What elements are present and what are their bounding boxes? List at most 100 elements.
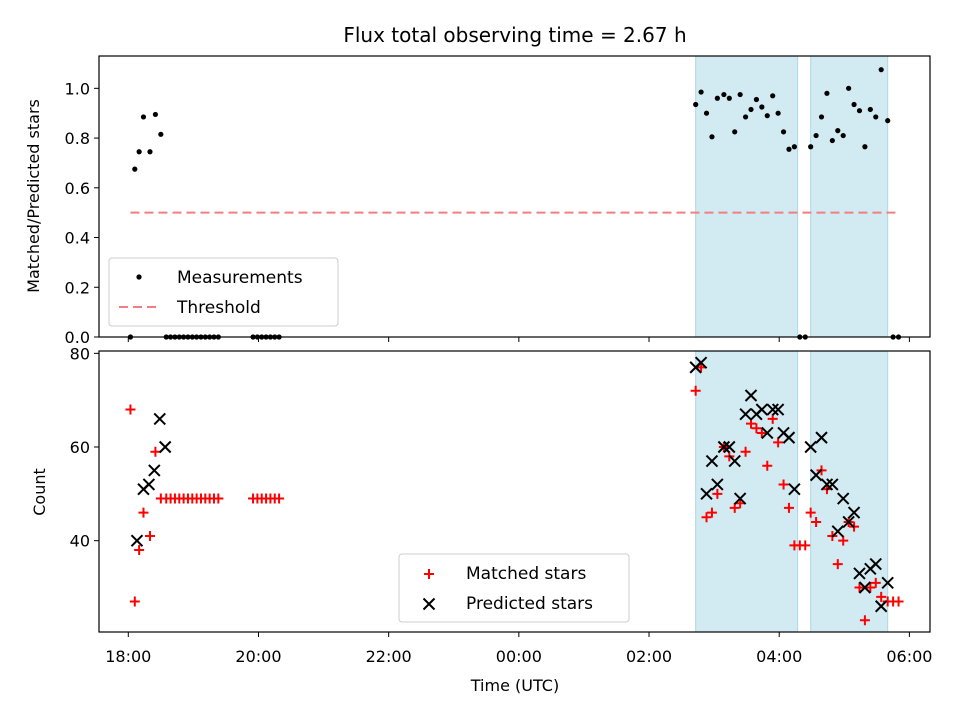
matched-star-point bbox=[767, 413, 778, 424]
predicted-star-point bbox=[826, 478, 839, 491]
measurement-point bbox=[714, 95, 720, 101]
measurement-point bbox=[873, 114, 879, 120]
bottom-legend: Matched stars Predicted stars bbox=[398, 553, 630, 623]
measurement-point bbox=[742, 114, 749, 120]
matched-star-point bbox=[706, 507, 717, 518]
matched-star-point bbox=[740, 446, 751, 457]
chart-title: Flux total observing time = 2.67 h bbox=[343, 23, 686, 47]
predicted-star-point bbox=[853, 567, 866, 580]
measurement-point bbox=[737, 91, 743, 98]
matched-star-point bbox=[773, 437, 784, 448]
y-tick-label: 80 bbox=[70, 344, 90, 363]
matched-star-point bbox=[134, 545, 145, 556]
predicted-star-point bbox=[881, 576, 894, 590]
x-tick-label: 04:00 bbox=[756, 647, 802, 666]
top-axes-frame bbox=[98, 55, 931, 338]
top-legend: Measurements Threshold bbox=[108, 257, 339, 327]
predicted-star-point bbox=[755, 403, 769, 416]
x-tick-label: 18:00 bbox=[105, 647, 151, 666]
measurement-point bbox=[878, 67, 884, 73]
x-tick-label: 02:00 bbox=[626, 647, 672, 666]
matched-star-point bbox=[893, 596, 904, 607]
measurement-point bbox=[885, 118, 891, 124]
measurement-point bbox=[840, 132, 846, 139]
x-tick-label: 00:00 bbox=[496, 647, 542, 666]
x-tick-label: 22:00 bbox=[366, 647, 412, 666]
y-tick-label: 0.6 bbox=[65, 179, 90, 198]
legend-matched-marker bbox=[424, 569, 434, 579]
predicted-star-point bbox=[766, 403, 779, 416]
measurement-point bbox=[721, 91, 727, 98]
top-axes: 0.0 0.2 0.4 0.6 0.8 1.0 Matched/Predicted sta… bbox=[24, 55, 931, 347]
predicted-star-point bbox=[782, 431, 796, 444]
matched-star-point bbox=[274, 493, 285, 504]
predicted-star-point bbox=[837, 492, 850, 505]
measurement-point bbox=[862, 144, 868, 150]
bottom-legend-box bbox=[398, 553, 630, 623]
measurement-point bbox=[726, 95, 732, 101]
observing-window-1 bbox=[695, 55, 799, 338]
legend-threshold-label: Threshold bbox=[176, 298, 261, 318]
y-tick-label: 0.4 bbox=[65, 229, 90, 248]
y-tick-label: 1.0 bbox=[65, 79, 90, 98]
matched-star-point bbox=[865, 582, 876, 593]
predicted-star-point bbox=[771, 403, 785, 416]
y-tick-label: 0.2 bbox=[65, 278, 90, 297]
measurement-point bbox=[818, 114, 825, 120]
x-tick-label: 06:00 bbox=[886, 647, 932, 666]
measurement-point bbox=[770, 93, 776, 99]
predicted-star-point bbox=[733, 492, 747, 505]
predicted-star-point bbox=[153, 412, 166, 426]
observing-window-2 bbox=[810, 350, 889, 633]
measurement-point bbox=[775, 110, 781, 116]
measurement-point bbox=[846, 85, 852, 91]
matched-star-point bbox=[138, 507, 149, 518]
legend-predicted-marker bbox=[422, 597, 436, 611]
matched-star-point bbox=[125, 404, 136, 415]
predicted-star-point bbox=[809, 468, 823, 482]
bottom-axes: 40 60 80 18:00 20:00 22:00 00:00 02:00 04:00 06:0… bbox=[30, 344, 932, 695]
measurement-point bbox=[786, 146, 792, 152]
matched-star-point bbox=[783, 502, 794, 513]
matched-star-point bbox=[129, 596, 140, 607]
matched-star-point bbox=[751, 423, 762, 434]
predicted-star-point bbox=[728, 454, 741, 468]
matched-star-point bbox=[729, 502, 740, 513]
matched-star-point bbox=[778, 479, 789, 490]
predicted-star-point bbox=[788, 482, 801, 496]
measurement-point bbox=[748, 106, 754, 113]
predicted-star-point bbox=[739, 408, 752, 421]
measurement-point bbox=[698, 89, 704, 95]
observing-window-2 bbox=[810, 55, 889, 338]
y-tick-label: 60 bbox=[70, 438, 90, 457]
predicted-star-point bbox=[694, 356, 708, 369]
measurement-point bbox=[759, 104, 765, 110]
measurement-point bbox=[867, 106, 873, 113]
matched-star-point bbox=[876, 591, 887, 602]
y-tick-label: 0.8 bbox=[65, 129, 90, 148]
measurement-point bbox=[824, 90, 830, 96]
measurement-point bbox=[152, 111, 159, 118]
measurement-point bbox=[835, 128, 841, 134]
predicted-star-point bbox=[723, 440, 736, 454]
matched-star-point bbox=[690, 385, 701, 396]
predicted-star-point bbox=[142, 478, 156, 491]
measurement-point bbox=[732, 129, 738, 135]
matched-star-point bbox=[832, 559, 843, 570]
matched-star-point bbox=[854, 582, 865, 593]
matched-star-point bbox=[150, 446, 161, 457]
measurement-point bbox=[709, 134, 715, 140]
top-legend-box bbox=[108, 257, 339, 327]
measurement-point bbox=[147, 149, 153, 155]
top-y-axis-label: Matched/Predicted stars bbox=[24, 99, 43, 293]
legend-predicted-label: Predicted stars bbox=[466, 594, 593, 614]
matched-star-point bbox=[213, 493, 224, 504]
measurement-point bbox=[856, 108, 863, 114]
matched-star-point bbox=[144, 530, 155, 541]
matched-star-point bbox=[859, 615, 870, 626]
predicted-star-point bbox=[804, 440, 817, 454]
matched-star-point bbox=[745, 418, 756, 429]
measurement-point bbox=[158, 131, 164, 137]
predicted-star-point bbox=[711, 478, 724, 491]
measurement-point bbox=[851, 101, 857, 108]
